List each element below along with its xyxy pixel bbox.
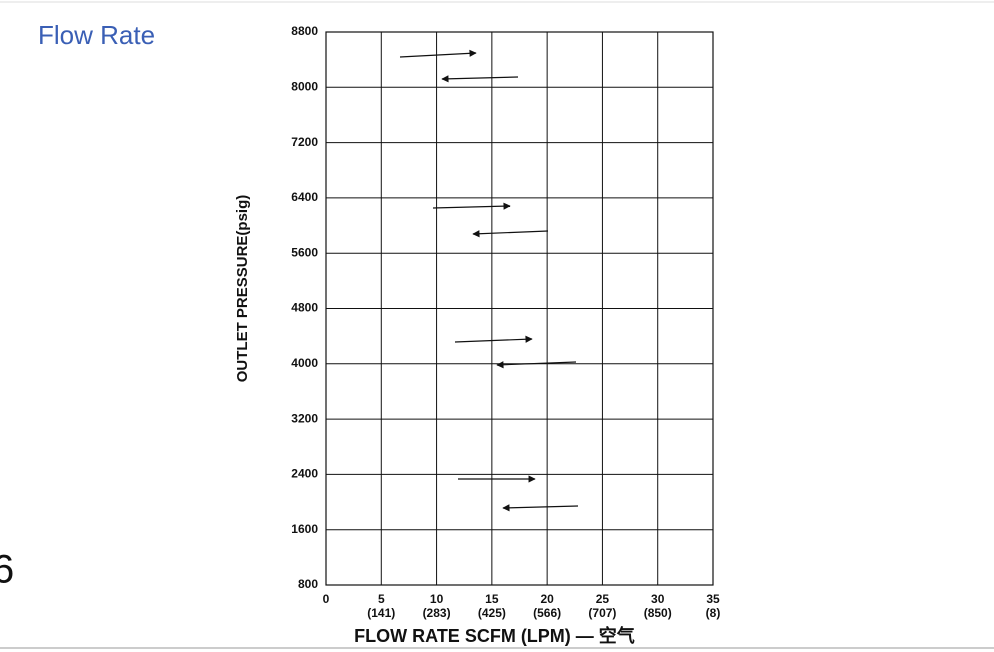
x-tick-label: 10	[430, 592, 444, 606]
x-axis-label: FLOW RATE SCFM (LPM) — 空气	[354, 625, 635, 646]
x-tick-label: 35	[706, 592, 720, 606]
y-tick-label: 7200	[291, 135, 318, 149]
x-tick-sublabel: (8)	[706, 606, 721, 620]
y-tick-label: 8000	[291, 79, 318, 93]
y-tick-label: 6400	[291, 190, 318, 204]
x-tick-sublabel: (283)	[423, 606, 451, 620]
direction-arrows	[399, 49, 579, 512]
page-title: Flow Rate	[38, 20, 155, 50]
y-tick-label: 2400	[291, 467, 318, 481]
x-tick-sublabel: (425)	[478, 606, 506, 620]
x-tick-label: 15	[485, 592, 499, 606]
y-tick-label: 8800	[291, 24, 318, 38]
x-tick-label: 20	[540, 592, 554, 606]
x-tick-sublabel: (707)	[588, 606, 616, 620]
y-tick-label: 4800	[291, 301, 318, 315]
x-tick-sublabel: (850)	[644, 606, 672, 620]
x-tick-label: 5	[378, 592, 385, 606]
y-tick-label: 4000	[291, 356, 318, 370]
x-tick-sublabel: (566)	[533, 606, 561, 620]
page-marker: 6	[0, 548, 14, 592]
x-tick-label: 30	[651, 592, 665, 606]
x-tick-sublabel: (141)	[367, 606, 395, 620]
y-tick-label: 5600	[291, 245, 318, 259]
y-axis-label: OUTLET PRESSURE(psig)	[234, 195, 251, 383]
x-tick-label: 0	[323, 592, 330, 606]
x-tick-label: 25	[596, 592, 610, 606]
y-tick-label: 1600	[291, 522, 318, 536]
y-tick-label: 800	[298, 577, 318, 591]
y-tick-label: 3200	[291, 411, 318, 425]
